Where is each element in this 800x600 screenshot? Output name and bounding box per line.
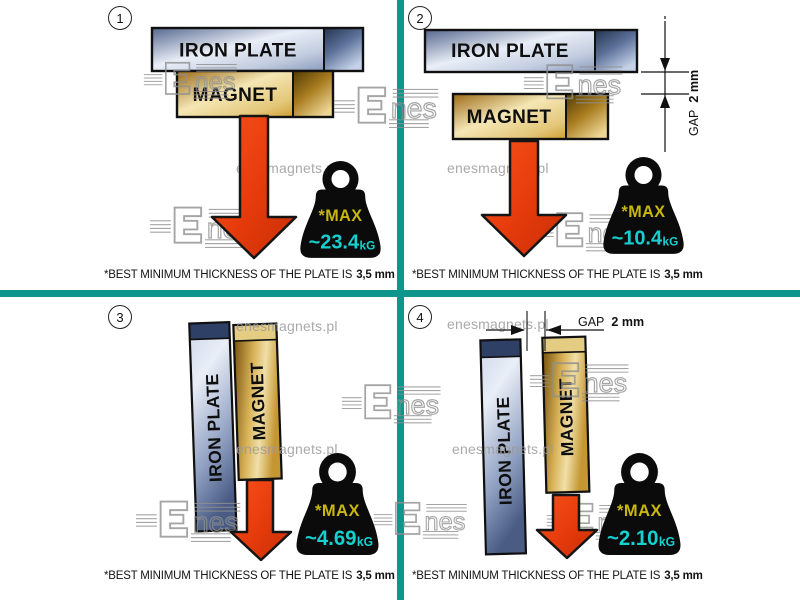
panel3-max-label: *MAX [315, 501, 360, 520]
enes-logo: nes [522, 58, 628, 110]
enes-logo: nes [332, 80, 444, 135]
panel4-gap-label: GAP 2 mm [578, 315, 644, 329]
panel2-gap-label: GAP2 mm [687, 70, 701, 136]
panel2-number: 2 [416, 10, 424, 26]
panel4-force-arrow [535, 493, 599, 560]
panel1-max-label: *MAX [318, 207, 362, 225]
panel2-max-label: *MAX [621, 203, 665, 221]
panel4-number-badge: 4 [408, 305, 432, 329]
panel4-max-value: ~2.10 [607, 527, 659, 550]
panel1-magnet-label: MAGNET [193, 85, 278, 106]
svg-text:nes: nes [584, 368, 627, 398]
panel4-gap-dimension: GAP 2 mm [486, 311, 644, 351]
panel3-number: 3 [116, 309, 124, 325]
panel3-weight: *MAX ~4.69 kG [296, 453, 379, 555]
panel2-weight: *MAX ~10.4 kG [603, 156, 684, 254]
panel2-magnet-label: MAGNET [467, 107, 552, 128]
panel4-plate-label: IRON PLATE [493, 396, 516, 505]
panel1-number: 1 [116, 10, 124, 26]
panel4-weight: *MAX ~2.10 kG [598, 453, 681, 555]
panel3-plate-label: IRON PLATE [202, 373, 226, 482]
panel3-caption: *BEST MINIMUM THICKNESS OF THE PLATE IS 3… [104, 570, 395, 582]
panel3-force-arrow [229, 478, 293, 562]
panel2-max-unit: kG [663, 234, 679, 248]
panel3-magnet: MAGNET [232, 322, 283, 482]
panel2-magnet: MAGNET [451, 92, 610, 141]
panel3-max-value: ~4.69 [305, 527, 357, 550]
panel1-max-value: ~23.4 [309, 231, 359, 253]
panel2-plate-label: IRON PLATE [451, 41, 569, 62]
watermark-site-text: enesmagnets.pl [236, 441, 338, 457]
enes-logo: nes [372, 496, 472, 545]
panel4-caption: *BEST MINIMUM THICKNESS OF THE PLATE IS 3… [412, 570, 703, 582]
panel1-iron-plate: IRON PLATE [150, 26, 365, 73]
panel2-gap-dimension: GAP2 mm [641, 16, 701, 152]
panel3-magnet-label: MAGNET [247, 362, 270, 441]
panel4-max-unit: kG [659, 535, 675, 549]
svg-text:nes: nes [425, 508, 466, 536]
enes-logo: nes [340, 378, 446, 430]
horizontal-divider [0, 290, 800, 297]
watermark-site-text: enesmagnets.pl [447, 316, 549, 332]
panel1-magnet: MAGNET [175, 69, 335, 119]
vertical-divider [397, 0, 404, 600]
panel4-max-label: *MAX [617, 501, 662, 520]
panel2-number-badge: 2 [408, 6, 432, 30]
panel1-weight: *MAX ~23.4 kG [300, 160, 381, 258]
panel1-max-unit: kG [360, 238, 376, 252]
enes-logo: nes [142, 56, 242, 105]
svg-text:nes: nes [391, 93, 437, 125]
svg-text:nes: nes [578, 70, 621, 100]
panel4-magnet-label: MAGNET [555, 378, 577, 457]
panel1-force-arrow [210, 114, 298, 260]
panel1-plate-label: IRON PLATE [179, 41, 297, 62]
panel3-iron-plate: IRON PLATE [188, 321, 238, 533]
panel4-iron-plate: IRON PLATE [479, 338, 528, 556]
panel2-force-arrow [480, 139, 568, 258]
panel3-number-badge: 3 [108, 305, 132, 329]
enes-logo: nes [528, 356, 634, 408]
panel1-number-badge: 1 [108, 6, 132, 30]
watermark-site-text: enesmagnets.pl [236, 318, 338, 334]
panel1-caption: *BEST MINIMUM THICKNESS OF THE PLATE IS 3… [104, 269, 395, 281]
panel2-caption: *BEST MINIMUM THICKNESS OF THE PLATE IS 3… [412, 269, 703, 281]
panel2-max-value: ~10.4 [612, 227, 662, 249]
panel4-number: 4 [416, 309, 424, 325]
watermark-site-text: enesmagnets.pl [452, 441, 554, 457]
panel3-max-unit: kG [357, 535, 373, 549]
svg-text:nes: nes [195, 68, 236, 96]
svg-text:nes: nes [396, 390, 439, 420]
